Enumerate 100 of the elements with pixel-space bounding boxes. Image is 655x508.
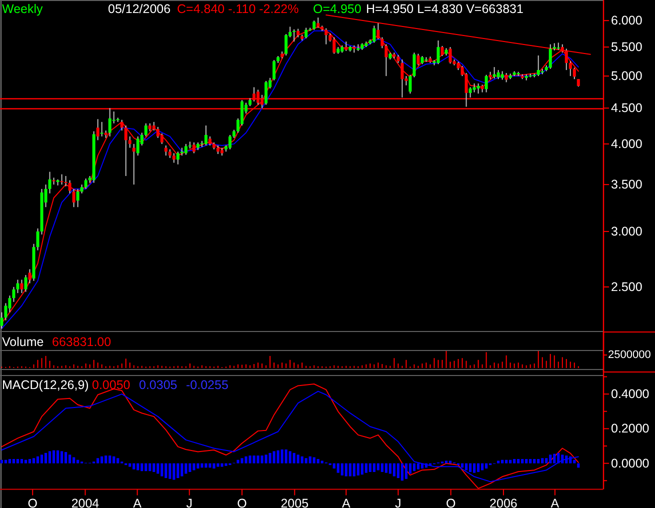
candlestick xyxy=(384,44,388,77)
bar xyxy=(40,454,44,464)
x-tick-label: 2005 xyxy=(280,496,309,508)
candlestick xyxy=(76,188,80,208)
candlestick xyxy=(436,40,440,65)
candlestick xyxy=(176,151,180,165)
y-tick-label: 0.0000 xyxy=(611,456,650,470)
text: 663831.00 xyxy=(52,335,112,349)
candlestick xyxy=(484,74,488,93)
bar xyxy=(284,449,288,464)
x-tick-label: 2004 xyxy=(71,496,100,508)
candlestick xyxy=(228,134,232,150)
candlestick xyxy=(128,136,132,148)
bar xyxy=(340,463,344,476)
bar xyxy=(24,460,28,464)
bar xyxy=(529,458,532,464)
y-tick-label: 5.500 xyxy=(611,40,642,54)
candlestick xyxy=(304,27,308,39)
candlestick xyxy=(120,119,124,132)
bar xyxy=(420,463,424,469)
bar xyxy=(52,450,56,464)
candlestick xyxy=(172,152,176,164)
candlestick xyxy=(156,126,160,138)
candlestick xyxy=(468,86,472,98)
bar xyxy=(240,458,244,464)
x-tick-label: A xyxy=(133,496,142,508)
bar xyxy=(509,460,512,464)
bar xyxy=(248,456,252,464)
bar xyxy=(380,463,384,472)
candlestick xyxy=(184,143,188,156)
bar xyxy=(152,463,156,472)
bar xyxy=(168,463,172,479)
bar xyxy=(565,456,568,464)
candlestick xyxy=(0,312,4,330)
bar xyxy=(300,456,304,464)
bar xyxy=(100,456,104,464)
bar xyxy=(513,458,516,464)
bar xyxy=(8,458,12,464)
text: 2500000 xyxy=(608,349,651,361)
bar xyxy=(525,458,528,464)
y-tick-label: 4.000 xyxy=(611,136,642,151)
bar xyxy=(36,456,40,464)
bar xyxy=(292,452,296,464)
bar xyxy=(352,463,356,476)
bar xyxy=(372,463,376,472)
bar xyxy=(60,451,64,464)
bar xyxy=(280,449,284,464)
bar xyxy=(360,463,364,475)
bar xyxy=(364,463,368,473)
candlestick xyxy=(20,279,24,294)
bar xyxy=(573,460,576,464)
y-tick-label: 0.4000 xyxy=(611,387,650,402)
y-tick-label: 3.500 xyxy=(611,178,642,192)
bar xyxy=(476,463,480,472)
bar xyxy=(48,451,52,464)
bar xyxy=(96,458,100,464)
candlestick xyxy=(204,124,208,146)
candlestick xyxy=(332,36,336,54)
bar xyxy=(472,463,476,473)
bar xyxy=(200,463,204,468)
bar xyxy=(264,454,268,464)
annotation: 0.0050 xyxy=(92,378,130,392)
candlestick xyxy=(64,175,68,187)
bar xyxy=(0,460,4,464)
candlestick xyxy=(492,66,496,79)
bar xyxy=(505,460,508,464)
bar xyxy=(160,463,164,476)
candlestick xyxy=(372,25,376,44)
y-tick-label: 2.500 xyxy=(611,280,642,294)
annotation: 0.0305 xyxy=(139,378,178,392)
bar xyxy=(220,463,224,467)
bar xyxy=(72,457,76,464)
y-tick-label: 4.500 xyxy=(611,101,642,116)
candlestick xyxy=(412,52,416,78)
candlestick xyxy=(272,60,276,81)
bar xyxy=(32,458,36,464)
bar xyxy=(288,451,292,464)
candlestick xyxy=(416,53,420,66)
candlestick xyxy=(440,45,444,57)
bar xyxy=(16,458,20,464)
candlestick xyxy=(144,122,148,137)
candlestick xyxy=(12,286,16,302)
candlestick xyxy=(292,28,296,42)
x-tick-label: A xyxy=(550,496,560,508)
x-tick-label: 2006 xyxy=(490,496,518,508)
x-tick-label: A xyxy=(342,496,351,508)
bar xyxy=(428,463,432,466)
candlestick xyxy=(476,82,480,94)
bar xyxy=(464,463,468,470)
chart-subtitle: 05/12/2006 xyxy=(108,2,171,16)
bar xyxy=(553,454,556,464)
bar xyxy=(537,458,540,464)
bar xyxy=(176,463,180,478)
bar xyxy=(20,458,24,464)
bar xyxy=(216,463,220,467)
bar xyxy=(188,463,192,472)
bar xyxy=(521,458,524,464)
bar xyxy=(296,454,300,464)
bar xyxy=(400,463,404,481)
candlestick xyxy=(36,228,40,251)
